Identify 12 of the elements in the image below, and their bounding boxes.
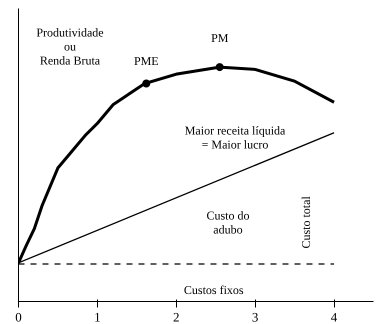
- x-tick-label: 1: [94, 310, 101, 324]
- x-tick-label: 2: [173, 310, 180, 324]
- x-tick-label: 4: [330, 310, 338, 324]
- x-tick-label: 3: [252, 310, 258, 324]
- annotation: Custos fixos: [184, 282, 244, 297]
- annotation: Maior receita líquida = Maior lucro: [184, 123, 286, 152]
- annotation: Custo do adubo: [206, 208, 250, 236]
- annotation: PME: [134, 54, 159, 68]
- x-tick-label: 0: [15, 310, 22, 324]
- annotation: Produtividade ou Renda Bruta: [36, 26, 104, 68]
- annotation: Custo total: [299, 196, 314, 249]
- text: PM: [211, 30, 229, 45]
